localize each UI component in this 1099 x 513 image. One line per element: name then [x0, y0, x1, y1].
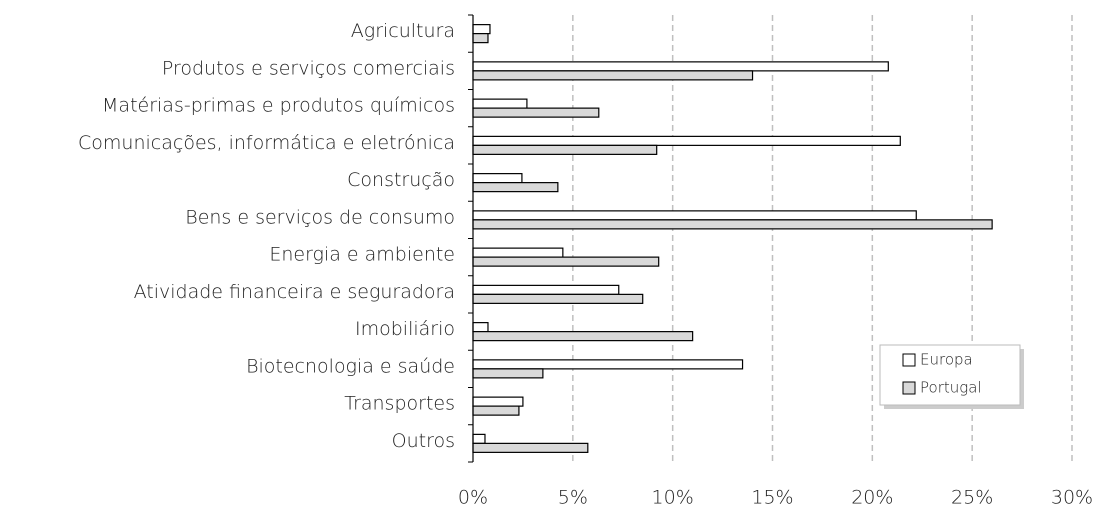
legend-label: Europa	[920, 351, 973, 369]
y-tick-label: Bens e serviços de consumo	[185, 206, 455, 228]
bar	[472, 24, 491, 35]
y-tick-label: Agricultura	[351, 20, 455, 42]
x-tick-label: 5%	[558, 487, 588, 509]
y-tick-label: Produtos e serviços comerciais	[162, 57, 455, 79]
bar	[472, 284, 620, 295]
x-tick-label: 25%	[951, 487, 993, 509]
bar	[472, 70, 754, 81]
bar	[472, 61, 889, 72]
bar	[472, 359, 744, 370]
bar	[472, 33, 489, 44]
bar	[472, 247, 564, 258]
x-tick-label: 0%	[458, 487, 488, 509]
bar	[472, 433, 486, 444]
bar	[472, 107, 600, 118]
bar	[472, 331, 694, 342]
bar	[472, 173, 523, 184]
bar	[472, 210, 917, 221]
y-tick-label: Biotecnologia e saúde	[246, 355, 455, 377]
bar	[472, 144, 658, 155]
y-tick-label: Comunicações, informática e eletrónica	[78, 132, 455, 154]
legend-swatch	[902, 381, 916, 395]
legend-swatch	[902, 353, 916, 367]
y-tick-label: Matérias-primas e produtos químicos	[102, 95, 455, 117]
y-tick-label: Transportes	[344, 393, 455, 415]
bar	[472, 256, 660, 267]
bar	[472, 219, 993, 230]
y-tick-label: Imobiliário	[355, 318, 455, 340]
bar	[472, 135, 901, 146]
y-tick-label: Energia e ambiente	[269, 244, 455, 266]
x-tick-label: 15%	[751, 487, 793, 509]
bar	[472, 293, 644, 304]
x-tick-label: 10%	[652, 487, 694, 509]
bar	[472, 98, 528, 109]
x-tick-label: 30%	[1051, 487, 1093, 509]
y-tick-label: Atividade financeira e seguradora	[134, 281, 455, 303]
bar	[472, 396, 524, 407]
bar	[472, 368, 544, 379]
bar	[472, 442, 589, 453]
y-tick-label: Outros	[392, 430, 455, 452]
y-tick-label: Construção	[347, 169, 455, 191]
x-tick-label: 20%	[851, 487, 893, 509]
legend-label: Portugal	[920, 379, 982, 397]
bar	[472, 322, 489, 333]
bar	[472, 182, 559, 193]
bar	[472, 405, 520, 416]
legend: Europa Portugal	[879, 344, 1024, 409]
